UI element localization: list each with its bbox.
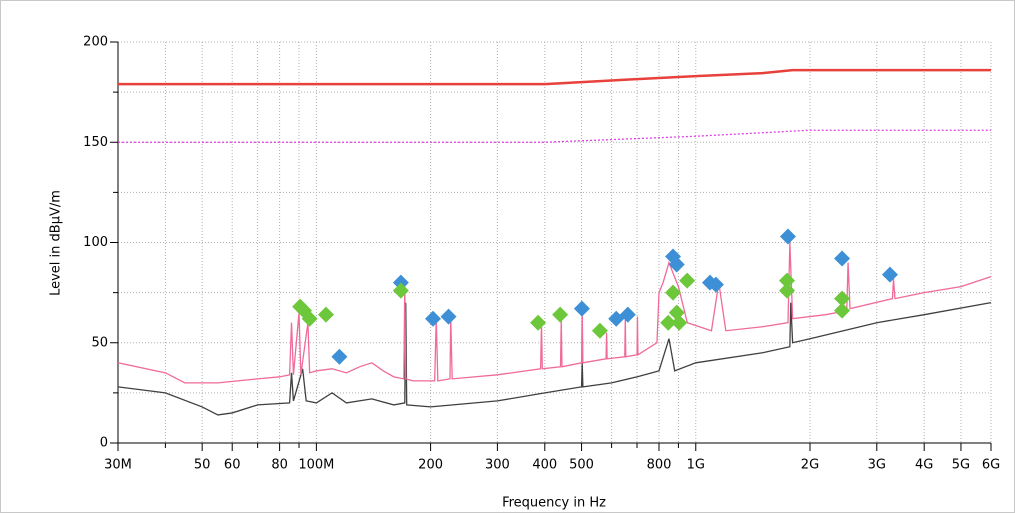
x-tick-label: 2G: [801, 458, 819, 473]
marker: [301, 310, 318, 327]
marker: [779, 282, 796, 299]
marker: [552, 306, 569, 323]
x-tick-label: 60: [224, 458, 241, 473]
x-tick-label: 5G: [952, 458, 970, 473]
marker: [619, 306, 636, 323]
marker: [834, 250, 851, 267]
y-tick-label: 200: [83, 35, 108, 50]
x-tick-label: 30M: [104, 458, 132, 473]
marker: [573, 300, 590, 317]
x-tick-label: 300: [485, 458, 510, 473]
marker: [779, 228, 796, 245]
marker: [392, 274, 409, 291]
marker: [425, 310, 442, 327]
x-tick-label: 400: [532, 458, 557, 473]
marker: [679, 272, 696, 289]
marker: [779, 272, 796, 289]
y-axis-title: Level in dBµV/m: [49, 190, 64, 296]
y-tick-label: 150: [83, 135, 108, 150]
x-tick-label: 100M: [298, 458, 334, 473]
x-tick-label: 4G: [915, 458, 933, 473]
x-tick-label: 6G: [982, 458, 1000, 473]
y-tick-label: 0: [100, 436, 108, 451]
marker: [707, 276, 724, 293]
marker: [881, 266, 898, 283]
marker: [591, 322, 608, 339]
x-tick-label: 200: [418, 458, 443, 473]
x-tick-label: 50: [194, 458, 211, 473]
x-tick-label: 3G: [868, 458, 886, 473]
marker: [834, 290, 851, 307]
x-tick-label: 800: [647, 458, 672, 473]
y-tick-label: 100: [83, 235, 108, 250]
marker: [440, 308, 457, 325]
marker: [668, 256, 685, 273]
x-tick-label: 1G: [687, 458, 705, 473]
series-line: [118, 68, 991, 86]
series-line: [117, 242, 992, 384]
marker: [665, 284, 682, 301]
marker: [317, 306, 334, 323]
x-tick-label: 80: [271, 458, 288, 473]
x-axis-title: Frequency in Hz: [502, 496, 606, 511]
marker: [834, 302, 851, 319]
marker: [392, 282, 409, 299]
marker: [660, 314, 677, 331]
marker: [671, 314, 688, 331]
series-line: [118, 129, 991, 143]
series-line: [117, 302, 992, 416]
marker: [331, 348, 348, 365]
marker: [530, 314, 547, 331]
y-tick-label: 50: [91, 335, 108, 350]
x-tick-label: 500: [569, 458, 594, 473]
